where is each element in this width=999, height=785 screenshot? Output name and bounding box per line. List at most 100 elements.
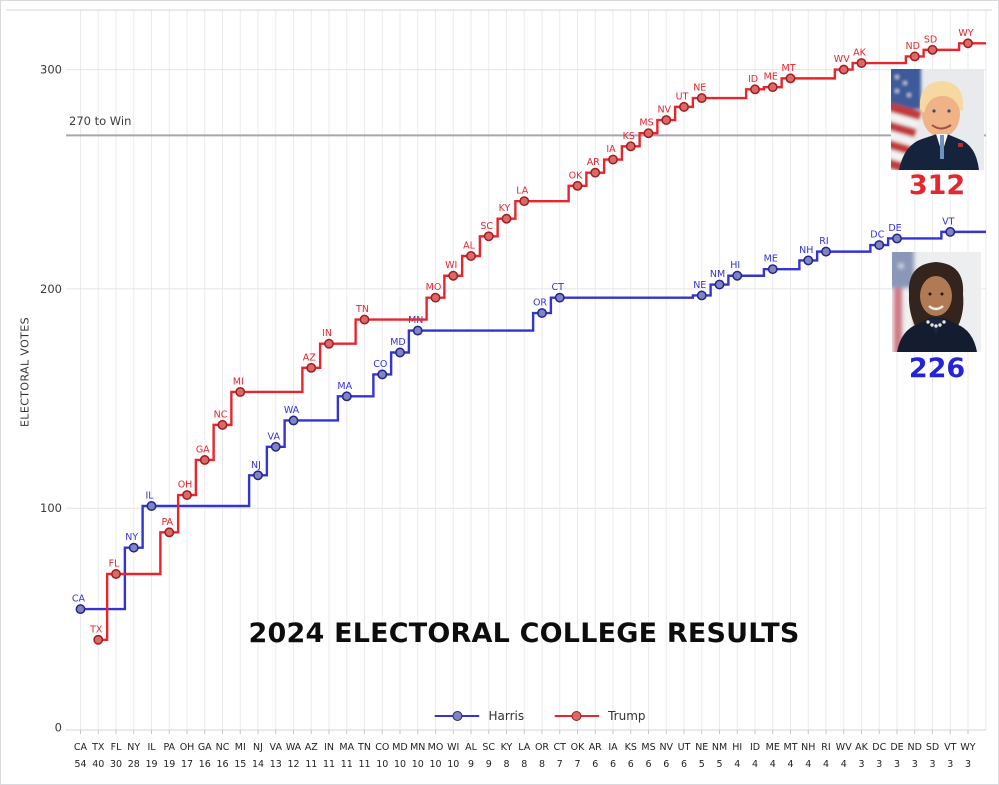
- trump-state-label-NE: NE: [693, 83, 706, 94]
- trump-marker-ME: [767, 82, 778, 93]
- trump-state-label-IA: IA: [606, 144, 616, 155]
- trump-marker-SD: [927, 44, 938, 55]
- trump-state-label-NC: NC: [214, 409, 228, 420]
- svg-text:8: 8: [521, 759, 527, 770]
- svg-text:SC: SC: [482, 742, 495, 753]
- trump-marker-AZ: [306, 362, 317, 373]
- harris-marker-CT: [554, 292, 565, 303]
- svg-text:ME: ME: [766, 742, 780, 753]
- trump-state-label-OK: OK: [569, 170, 583, 181]
- trump-marker-KS: [625, 141, 636, 152]
- legend-entry-trump: Trump: [554, 709, 646, 723]
- svg-text:9: 9: [486, 759, 492, 770]
- trump-state-label-LA: LA: [516, 186, 529, 197]
- trump-state-label-UT: UT: [676, 91, 689, 102]
- trump-state-label-MT: MT: [782, 63, 796, 74]
- svg-text:28: 28: [128, 759, 140, 770]
- svg-text:11: 11: [358, 759, 370, 770]
- harris-state-label-NM: NM: [710, 269, 725, 280]
- svg-text:LA: LA: [518, 742, 531, 753]
- svg-text:IN: IN: [324, 742, 334, 753]
- svg-text:200: 200: [40, 282, 62, 296]
- svg-text:ID: ID: [750, 742, 760, 753]
- svg-text:3: 3: [894, 759, 900, 770]
- trump-state-label-NV: NV: [657, 105, 671, 116]
- trump-marker-IN: [324, 338, 334, 349]
- svg-text:10: 10: [376, 759, 388, 770]
- trump-marker-NV: [661, 115, 672, 125]
- svg-text:4: 4: [823, 759, 829, 770]
- svg-text:NH: NH: [801, 742, 815, 753]
- x-axis-labels: CA54TX40FL30NY28IL19PA19OH17GA16NC16MI15…: [74, 742, 976, 770]
- svg-text:MA: MA: [339, 742, 354, 753]
- trump-line-swatch: [554, 711, 600, 721]
- svg-text:AZ: AZ: [305, 742, 318, 753]
- trump-marker-SC: [483, 231, 494, 242]
- trump-marker-NE: [696, 93, 707, 104]
- svg-text:UT: UT: [678, 742, 691, 753]
- svg-text:ND: ND: [908, 742, 922, 753]
- trump-state-label-IN: IN: [322, 328, 332, 339]
- trump-marker-ND: [909, 51, 920, 62]
- trump-marker-AR: [590, 167, 601, 178]
- svg-text:RI: RI: [821, 742, 830, 753]
- svg-text:15: 15: [234, 759, 246, 770]
- svg-text:11: 11: [305, 759, 317, 770]
- svg-text:4: 4: [841, 759, 847, 770]
- y-axis-title: ELECTORAL VOTES: [18, 316, 32, 428]
- trump-state-label-ME: ME: [764, 72, 778, 83]
- trump-state-label-ND: ND: [906, 41, 920, 52]
- svg-text:IA: IA: [608, 742, 618, 753]
- legend-label-trump: Trump: [608, 709, 646, 723]
- trump-state-label-WY: WY: [958, 28, 973, 39]
- trump-marker-MS: [643, 128, 654, 139]
- svg-text:3: 3: [947, 759, 953, 770]
- svg-text:MT: MT: [784, 742, 798, 753]
- svg-text:WI: WI: [447, 742, 459, 753]
- svg-text:10: 10: [412, 759, 424, 770]
- harris-portrait-photo: [892, 252, 981, 352]
- trump-face: [899, 81, 979, 170]
- harris-marker-NY: [128, 542, 139, 553]
- harris-state-label-NY: NY: [125, 532, 138, 543]
- trump-marker-FL: [111, 569, 121, 579]
- svg-text:9: 9: [468, 759, 474, 770]
- svg-text:AR: AR: [589, 742, 602, 753]
- svg-text:16: 16: [216, 759, 228, 770]
- svg-text:CA: CA: [74, 742, 88, 753]
- svg-text:NM: NM: [712, 742, 727, 753]
- trump-marker-TX: [93, 634, 104, 645]
- harris-marker-NH: [803, 255, 814, 266]
- trump-state-label-GA: GA: [196, 444, 210, 455]
- harris-state-label-CT: CT: [552, 282, 565, 293]
- legend-entry-harris: Harris: [434, 709, 524, 723]
- trump-marker-OH: [182, 490, 192, 500]
- trump-state-label-MS: MS: [639, 118, 653, 129]
- harris-state-label-ME: ME: [764, 254, 778, 265]
- svg-text:300: 300: [40, 63, 62, 77]
- harris-marker-ME: [767, 264, 778, 275]
- svg-text:7: 7: [557, 759, 563, 770]
- trump-state-label-FL: FL: [109, 558, 120, 569]
- svg-text:10: 10: [429, 759, 441, 770]
- trump-state-label-OH: OH: [178, 480, 193, 491]
- trump-state-label-ID: ID: [748, 74, 758, 85]
- svg-text:AL: AL: [465, 742, 477, 753]
- svg-text:KY: KY: [501, 742, 513, 753]
- svg-text:DC: DC: [872, 742, 886, 753]
- harris-state-label-RI: RI: [819, 236, 828, 247]
- harris-state-label-IL: IL: [145, 491, 154, 502]
- svg-text:4: 4: [787, 759, 793, 770]
- chart-title: 2024 ELECTORAL COLLEGE RESULTS: [248, 618, 800, 649]
- svg-text:6: 6: [628, 759, 634, 770]
- svg-text:PA: PA: [163, 742, 175, 753]
- svg-text:7: 7: [574, 759, 580, 770]
- trump-electoral-total: 312: [908, 170, 966, 201]
- svg-text:MN: MN: [410, 742, 425, 753]
- svg-text:OK: OK: [571, 742, 585, 753]
- trump-portrait-photo: [891, 69, 984, 170]
- trump-marker-WY: [963, 38, 973, 49]
- trump-marker-icon: [571, 711, 582, 721]
